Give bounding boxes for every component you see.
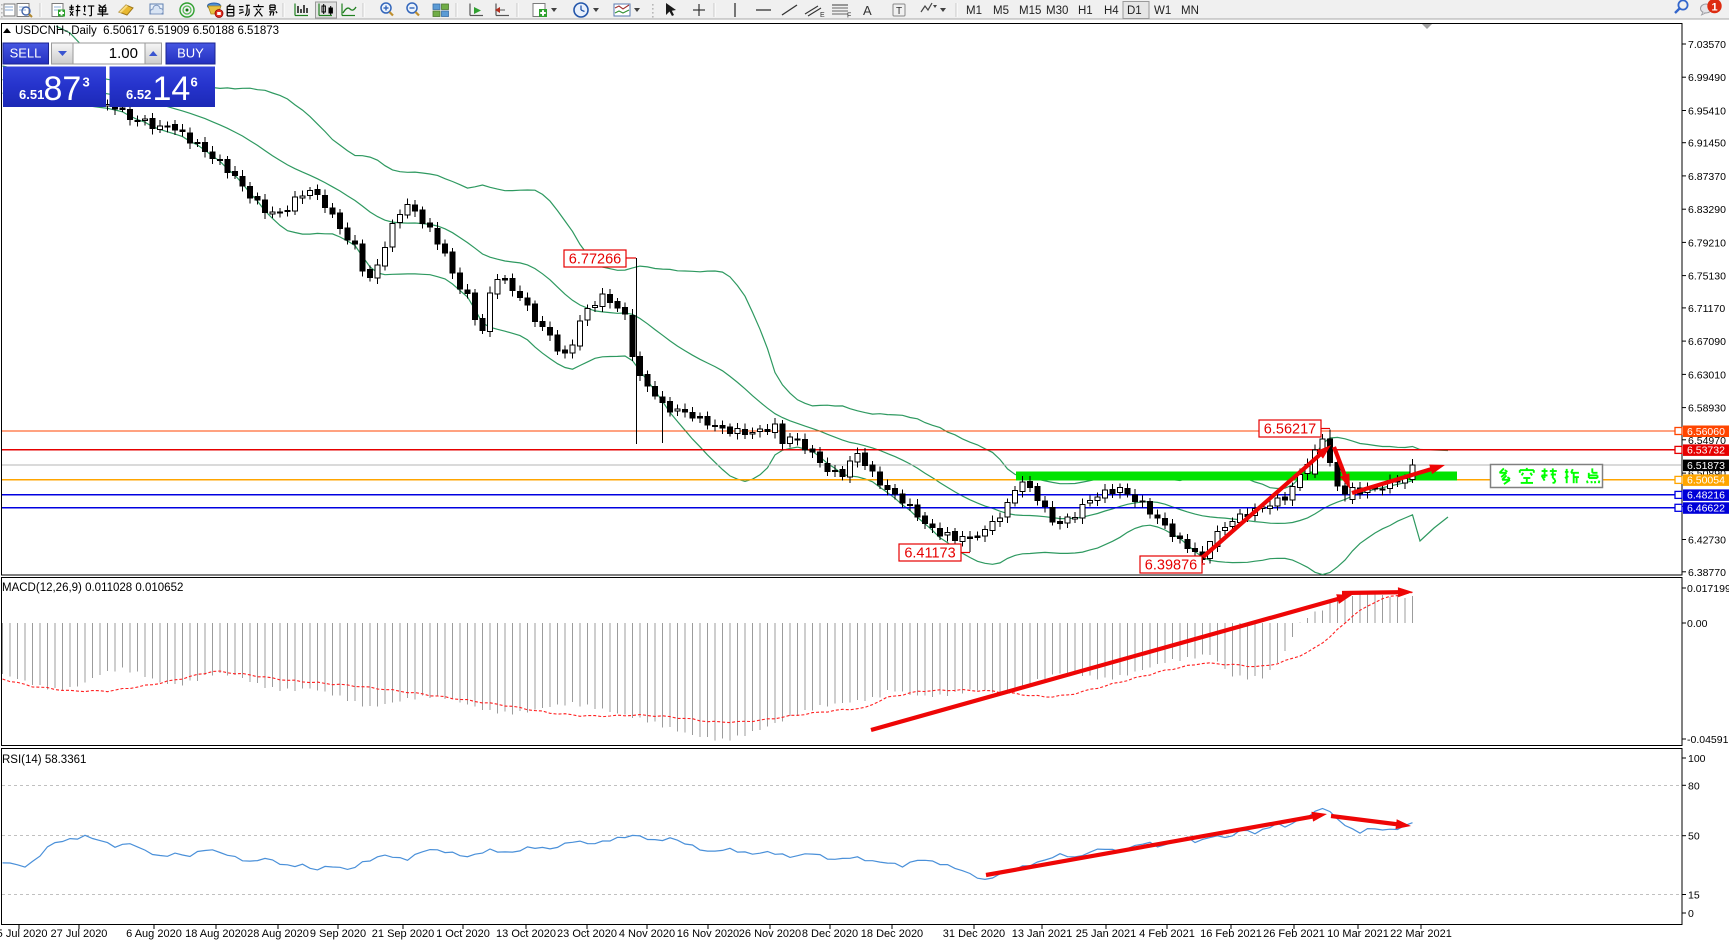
svg-text:80: 80: [1688, 780, 1700, 792]
svg-text:6 Aug 2020: 6 Aug 2020: [126, 928, 182, 940]
svg-text:4 Feb 2021: 4 Feb 2021: [1139, 928, 1195, 940]
svg-text:SELL: SELL: [10, 46, 42, 61]
svg-text:100: 100: [1688, 753, 1706, 765]
svg-text:16 Nov 2020: 16 Nov 2020: [677, 928, 739, 940]
svg-text:28 Aug 2020: 28 Aug 2020: [247, 928, 309, 940]
svg-text:13 Jan 2021: 13 Jan 2021: [1012, 928, 1073, 940]
svg-text:6.48216: 6.48216: [1687, 490, 1725, 502]
svg-text:6.50054: 6.50054: [1687, 475, 1725, 487]
svg-text:W1: W1: [1154, 5, 1171, 17]
svg-text:E: E: [820, 12, 825, 19]
svg-text:T: T: [896, 6, 902, 17]
svg-text:A: A: [863, 3, 872, 18]
svg-text:M1: M1: [966, 5, 982, 17]
svg-text:18 Dec 2020: 18 Dec 2020: [861, 928, 923, 940]
svg-text:18 Aug 2020: 18 Aug 2020: [185, 928, 247, 940]
svg-text:31 Dec 2020: 31 Dec 2020: [943, 928, 1005, 940]
svg-text:6.46622: 6.46622: [1687, 503, 1725, 515]
svg-text:27 Jul 2020: 27 Jul 2020: [51, 928, 108, 940]
svg-text:1: 1: [1711, 2, 1717, 14]
svg-text:6.39876: 6.39876: [1145, 558, 1197, 574]
svg-text:D1: D1: [1127, 5, 1142, 17]
svg-text:6.53732: 6.53732: [1687, 445, 1725, 457]
svg-text:MN: MN: [1181, 5, 1199, 17]
svg-text:26 Feb 2021: 26 Feb 2021: [1263, 928, 1325, 940]
svg-text:6.38770: 6.38770: [1688, 567, 1726, 579]
svg-text:16 Feb 2021: 16 Feb 2021: [1200, 928, 1262, 940]
svg-text:7.03570: 7.03570: [1688, 39, 1726, 51]
svg-text:1.00: 1.00: [109, 45, 138, 62]
svg-text:15 Jul 2020: 15 Jul 2020: [0, 928, 47, 940]
svg-text:3: 3: [83, 75, 90, 90]
svg-text:8 Dec 2020: 8 Dec 2020: [802, 928, 858, 940]
svg-text:6.41173: 6.41173: [904, 546, 955, 562]
svg-text:9 Sep 2020: 9 Sep 2020: [310, 928, 366, 940]
svg-text:6.42730: 6.42730: [1688, 535, 1726, 547]
svg-text:-0.045919: -0.045919: [1687, 734, 1729, 746]
svg-text:0: 0: [1688, 908, 1694, 920]
svg-text:H4: H4: [1104, 5, 1119, 17]
svg-text:M5: M5: [993, 5, 1009, 17]
svg-text:6.54970: 6.54970: [1688, 435, 1726, 447]
svg-text:6.52: 6.52: [126, 87, 151, 102]
svg-text:6.67090: 6.67090: [1688, 336, 1726, 348]
svg-text:25 Jan 2021: 25 Jan 2021: [1076, 928, 1137, 940]
svg-text:6.56060: 6.56060: [1687, 426, 1725, 438]
svg-text:BUY: BUY: [177, 46, 204, 61]
svg-text:F: F: [847, 13, 851, 20]
svg-text:H1: H1: [1078, 5, 1093, 17]
svg-text:6.56217: 6.56217: [1264, 422, 1316, 438]
svg-text:0.00: 0.00: [1687, 618, 1708, 630]
svg-text:6.91450: 6.91450: [1688, 138, 1726, 150]
svg-text:1 Oct 2020: 1 Oct 2020: [436, 928, 490, 940]
svg-text:22 Mar 2021: 22 Mar 2021: [1390, 928, 1452, 940]
svg-text:6.99490: 6.99490: [1688, 72, 1726, 84]
svg-text:M15: M15: [1019, 5, 1041, 17]
svg-text:6.58930: 6.58930: [1688, 403, 1726, 415]
svg-text:6.75130: 6.75130: [1688, 271, 1726, 283]
svg-text:23 Oct 2020: 23 Oct 2020: [557, 928, 617, 940]
svg-text:6.51: 6.51: [19, 87, 44, 102]
svg-text:14: 14: [153, 70, 191, 108]
svg-text:6.87370: 6.87370: [1688, 171, 1726, 183]
svg-text:87: 87: [44, 70, 82, 108]
svg-text:10 Mar 2021: 10 Mar 2021: [1327, 928, 1389, 940]
svg-text:6.77266: 6.77266: [569, 252, 621, 268]
svg-text:50: 50: [1688, 831, 1700, 843]
svg-text:6.79210: 6.79210: [1688, 237, 1726, 249]
svg-text:6.95410: 6.95410: [1688, 106, 1726, 118]
svg-text:6: 6: [191, 75, 198, 90]
svg-text:MACD(12,26,9) 0.011028 0.01065: MACD(12,26,9) 0.011028 0.010652: [2, 582, 183, 594]
svg-text:13 Oct 2020: 13 Oct 2020: [496, 928, 556, 940]
svg-text:15: 15: [1688, 890, 1700, 902]
svg-text:USDCNH-,Daily 6.50617 6.51909: USDCNH-,Daily 6.50617 6.51909 6.50188 6.…: [15, 25, 279, 37]
svg-text:6.63010: 6.63010: [1688, 369, 1726, 381]
svg-text:4 Nov 2020: 4 Nov 2020: [619, 928, 675, 940]
svg-text:21 Sep 2020: 21 Sep 2020: [372, 928, 434, 940]
svg-text:6.83290: 6.83290: [1688, 204, 1726, 216]
svg-text:0.017199: 0.017199: [1687, 583, 1729, 595]
svg-text:RSI(14) 58.3361: RSI(14) 58.3361: [2, 754, 86, 766]
svg-text:6.51873: 6.51873: [1687, 460, 1725, 472]
svg-text:6.71170: 6.71170: [1688, 303, 1725, 315]
svg-text:M30: M30: [1046, 5, 1068, 17]
svg-text:26 Nov 2020: 26 Nov 2020: [739, 928, 801, 940]
